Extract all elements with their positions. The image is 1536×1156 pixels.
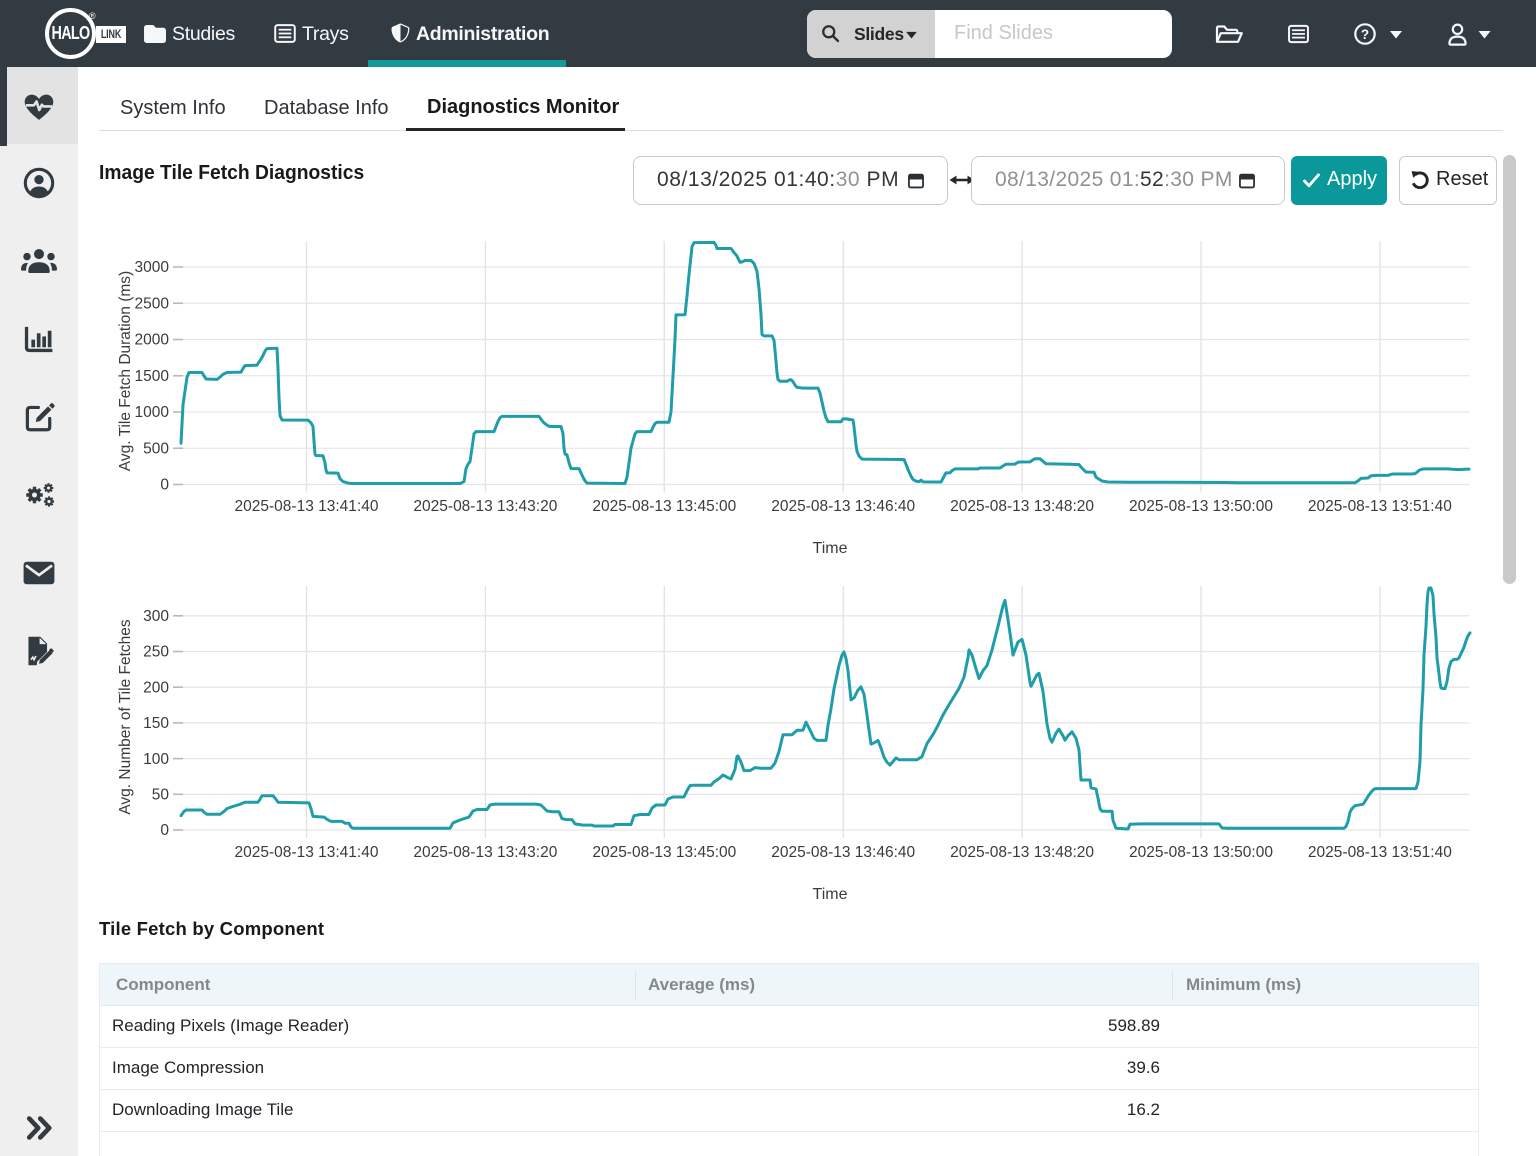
svg-text:2025-08-13 13:51:40: 2025-08-13 13:51:40 (1308, 498, 1452, 515)
svg-text:1000: 1000 (135, 404, 170, 421)
svg-text:2025-08-13 13:46:40: 2025-08-13 13:46:40 (771, 844, 915, 861)
svg-text:2000: 2000 (135, 332, 170, 349)
svg-text:2025-08-13 13:41:40: 2025-08-13 13:41:40 (235, 844, 379, 861)
svg-text:2025-08-13 13:45:00: 2025-08-13 13:45:00 (592, 844, 736, 861)
svg-text:2025-08-13 13:41:40: 2025-08-13 13:41:40 (235, 498, 379, 515)
svg-text:100: 100 (143, 751, 169, 768)
svg-text:1500: 1500 (135, 368, 170, 385)
svg-text:200: 200 (143, 679, 169, 696)
svg-text:50: 50 (152, 787, 170, 804)
svg-text:0: 0 (160, 822, 169, 839)
svg-text:?: ? (1361, 27, 1369, 42)
svg-text:2025-08-13 13:43:20: 2025-08-13 13:43:20 (413, 498, 557, 515)
svg-text:300: 300 (143, 608, 169, 625)
svg-text:Time: Time (813, 886, 848, 903)
svg-text:3000: 3000 (135, 259, 170, 276)
svg-text:2025-08-13 13:43:20: 2025-08-13 13:43:20 (413, 844, 557, 861)
svg-text:2500: 2500 (135, 295, 170, 312)
svg-text:150: 150 (143, 715, 169, 732)
svg-text:2025-08-13 13:45:00: 2025-08-13 13:45:00 (592, 498, 736, 515)
svg-text:2025-08-13 13:48:20: 2025-08-13 13:48:20 (950, 498, 1094, 515)
svg-text:2025-08-13 13:50:00: 2025-08-13 13:50:00 (1129, 498, 1273, 515)
svg-text:Time: Time (813, 540, 848, 557)
svg-text:Avg. Number of Tile Fetches: Avg. Number of Tile Fetches (117, 619, 134, 815)
svg-text:0: 0 (160, 477, 169, 494)
svg-text:2025-08-13 13:48:20: 2025-08-13 13:48:20 (950, 844, 1094, 861)
svg-text:250: 250 (143, 644, 169, 661)
svg-text:2025-08-13 13:46:40: 2025-08-13 13:46:40 (771, 498, 915, 515)
svg-text:2025-08-13 13:50:00: 2025-08-13 13:50:00 (1129, 844, 1273, 861)
svg-text:2025-08-13 13:51:40: 2025-08-13 13:51:40 (1308, 844, 1452, 861)
svg-text:500: 500 (143, 440, 169, 457)
svg-text:Avg. Tile Fetch Duration (ms): Avg. Tile Fetch Duration (ms) (117, 271, 134, 471)
